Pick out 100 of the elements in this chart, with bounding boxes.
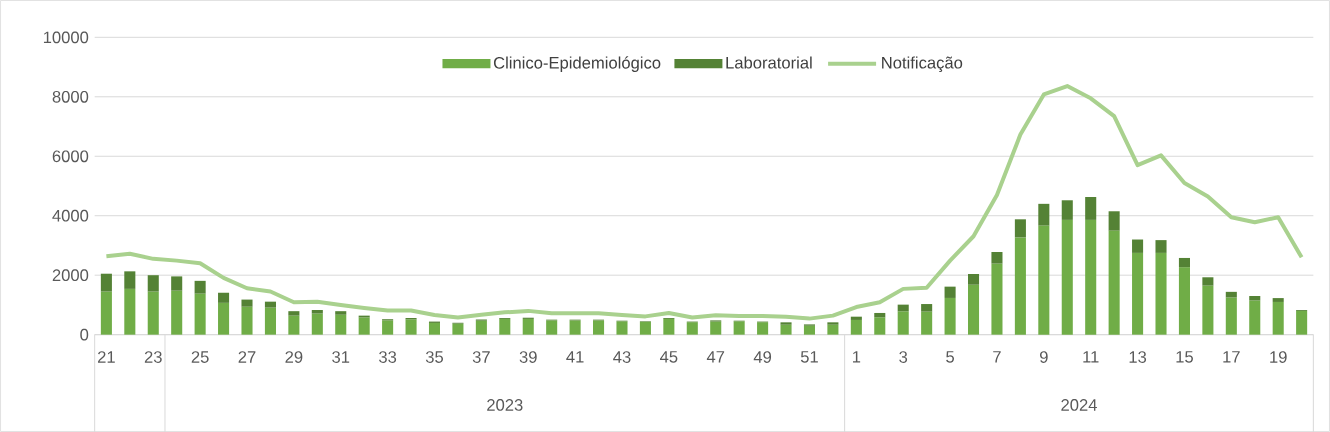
bar xyxy=(147,275,159,292)
bar xyxy=(194,280,206,294)
bar xyxy=(1272,301,1284,335)
bar xyxy=(897,311,909,335)
bar xyxy=(850,316,862,320)
bar xyxy=(522,318,534,335)
y-tick-label: 10000 xyxy=(43,31,89,44)
bar xyxy=(967,284,980,335)
bar xyxy=(335,314,347,335)
bar xyxy=(991,252,1003,264)
y-tick-label: 0 xyxy=(80,328,89,341)
bar xyxy=(780,322,792,325)
x-tick-label: 9 xyxy=(1039,351,1048,363)
bar xyxy=(1249,300,1261,335)
bar xyxy=(1038,203,1050,226)
x-tick-label: 41 xyxy=(566,351,584,363)
bar xyxy=(358,317,370,335)
bar xyxy=(686,322,698,335)
bar xyxy=(1249,296,1261,301)
bar xyxy=(288,311,300,316)
bar xyxy=(921,311,933,335)
bar xyxy=(1225,291,1237,298)
bar xyxy=(874,317,886,335)
bar xyxy=(967,274,980,285)
text: 2024 xyxy=(1061,399,1097,411)
bar xyxy=(1132,239,1144,253)
bar xyxy=(593,320,605,335)
bar xyxy=(100,273,112,292)
bar xyxy=(874,312,886,318)
bar xyxy=(171,290,183,335)
bar xyxy=(311,313,323,335)
y-tick-label: 4000 xyxy=(52,209,89,222)
bar xyxy=(827,322,839,325)
y-tick-label: 8000 xyxy=(52,90,89,103)
bar xyxy=(1108,230,1120,335)
bar xyxy=(639,321,651,335)
x-tick-label: 1 xyxy=(853,351,861,363)
bar xyxy=(171,276,183,291)
bar xyxy=(569,320,581,335)
x-tick-label: 31 xyxy=(332,351,350,363)
bar xyxy=(147,291,159,335)
x-tick-label: 11 xyxy=(1083,351,1099,363)
x-tick-label: 5 xyxy=(946,351,955,363)
bar xyxy=(546,320,558,335)
bar xyxy=(1061,200,1073,220)
bar xyxy=(264,301,276,308)
bar xyxy=(991,263,1003,335)
legend-label: Clinico-Epidemiológico xyxy=(493,56,661,72)
bar xyxy=(100,291,112,335)
bar xyxy=(944,286,956,298)
bar xyxy=(663,318,675,335)
bar xyxy=(1178,267,1190,335)
bar xyxy=(803,325,816,335)
bar xyxy=(405,319,417,335)
legend-label: Laboratorial xyxy=(726,56,812,69)
bar xyxy=(241,299,253,307)
bar xyxy=(1061,219,1073,335)
x-tick-label: 33 xyxy=(379,351,397,363)
x-tick-label: 15 xyxy=(1176,351,1193,363)
x-tick-label: 21 xyxy=(97,351,115,363)
bar xyxy=(124,271,136,289)
bar xyxy=(241,306,253,335)
bar xyxy=(944,297,956,335)
bar xyxy=(1272,298,1284,302)
x-tick-label: 19 xyxy=(1270,351,1287,363)
bar xyxy=(452,323,464,335)
x-tick-label: 37 xyxy=(472,351,490,363)
x-tick-label: 17 xyxy=(1223,351,1240,363)
bar xyxy=(218,302,230,335)
bar xyxy=(1014,219,1026,238)
bar xyxy=(428,322,441,335)
bar xyxy=(780,324,792,335)
bar xyxy=(499,318,511,335)
x-tick-label: 43 xyxy=(613,351,631,363)
bar xyxy=(1296,310,1308,335)
bar xyxy=(264,307,276,335)
bar xyxy=(827,324,839,335)
bar xyxy=(382,320,394,335)
y-tick-label: 6000 xyxy=(52,150,89,163)
x-tick-label: 35 xyxy=(425,351,444,363)
bar xyxy=(311,309,323,314)
bar xyxy=(1202,285,1214,335)
bar xyxy=(1178,257,1190,268)
bar xyxy=(850,319,862,335)
bar xyxy=(1225,297,1237,335)
bar xyxy=(1202,277,1214,286)
x-tick-label: 25 xyxy=(191,351,209,363)
bar xyxy=(475,320,487,335)
bar xyxy=(616,321,628,335)
y-tick-label: 2000 xyxy=(52,269,89,282)
legend-label: Notificação xyxy=(882,56,963,72)
bar xyxy=(733,321,745,335)
bar xyxy=(1085,219,1097,335)
x-tick-label: 39 xyxy=(519,351,537,363)
x-tick-label: 51 xyxy=(800,351,818,363)
bar xyxy=(288,315,300,335)
x-tick-label: 23 xyxy=(144,351,162,363)
x-tick-label: 45 xyxy=(659,351,678,363)
bar xyxy=(1038,225,1050,335)
x-tick-label: 29 xyxy=(285,351,303,363)
